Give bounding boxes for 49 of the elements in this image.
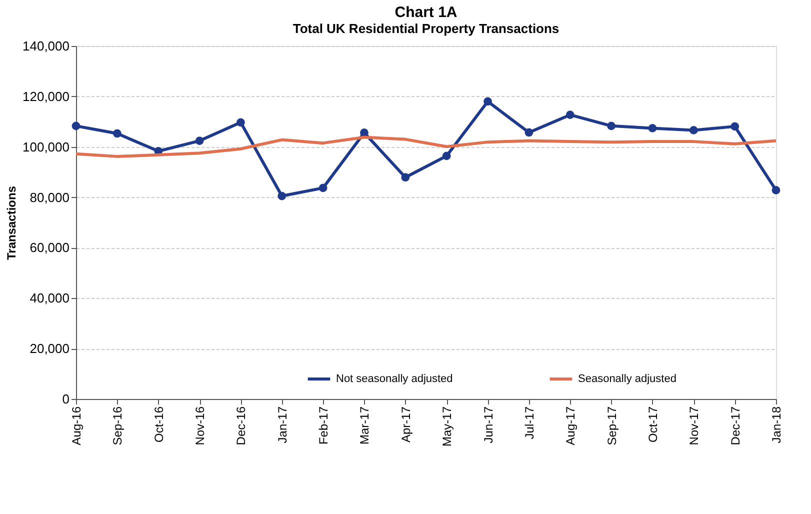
x-tick-label: Dec-16 — [234, 406, 248, 446]
point — [730, 122, 740, 131]
y-axis-title: Transactions — [4, 186, 19, 260]
y-tick-label: 80,000 — [30, 190, 70, 205]
y-tick-label: 100,000 — [22, 139, 70, 154]
point — [566, 110, 574, 120]
chart-subtitle: Total UK Residential Property Transactions — [292, 21, 560, 36]
line-series — [74, 136, 778, 158]
point — [318, 184, 328, 192]
point — [360, 128, 368, 137]
point — [112, 129, 122, 138]
y-tick-label: 40,000 — [30, 290, 70, 306]
point — [278, 192, 286, 200]
y-tick-label: 60,000 — [30, 240, 70, 256]
x-tick-label: Aug-16 — [70, 406, 84, 446]
y-tick-label: 0 — [62, 392, 70, 406]
chart-title: Chart 1A — [394, 4, 458, 21]
x-tick-label: Jun-17 — [481, 406, 496, 444]
point — [442, 152, 451, 160]
x-tick-label: Oct-16 — [152, 406, 166, 443]
x-tick-label: Jul-17 — [522, 406, 536, 440]
x-tick-label: Jan-17 — [275, 406, 290, 444]
legend-label: Seasonally adjusted — [578, 373, 676, 385]
point — [72, 122, 80, 130]
point — [195, 136, 204, 145]
point — [607, 122, 616, 130]
x-tick-label: Aug-17 — [564, 406, 578, 446]
point — [236, 118, 245, 127]
x-tick-label: Sep-16 — [110, 406, 125, 446]
point — [772, 186, 780, 194]
point — [689, 126, 698, 134]
legend-label: Not seasonally adjusted — [336, 373, 453, 385]
x-tick-label: Oct-17 — [646, 406, 660, 443]
x-tick-label: Nov-17 — [687, 406, 702, 446]
x-tick-label: Jan-18 — [770, 406, 784, 444]
x-tick-label: Nov-16 — [193, 406, 208, 446]
x-tick-label: Mar-17 — [358, 406, 372, 445]
point — [401, 173, 410, 182]
x-tick-label: Sep-17 — [604, 406, 619, 446]
point — [648, 124, 657, 132]
x-tick-label: Dec-17 — [728, 406, 742, 446]
point — [484, 97, 492, 106]
point — [524, 128, 534, 137]
y-tick-label: 20,000 — [30, 341, 70, 356]
y-tick-label: 120,000 — [22, 88, 70, 104]
x-tick-label: May-17 — [440, 406, 454, 447]
x-tick-label: Feb-17 — [316, 406, 331, 445]
x-tick-label: Apr-17 — [398, 406, 413, 443]
y-tick-label: 140,000 — [22, 38, 70, 54]
